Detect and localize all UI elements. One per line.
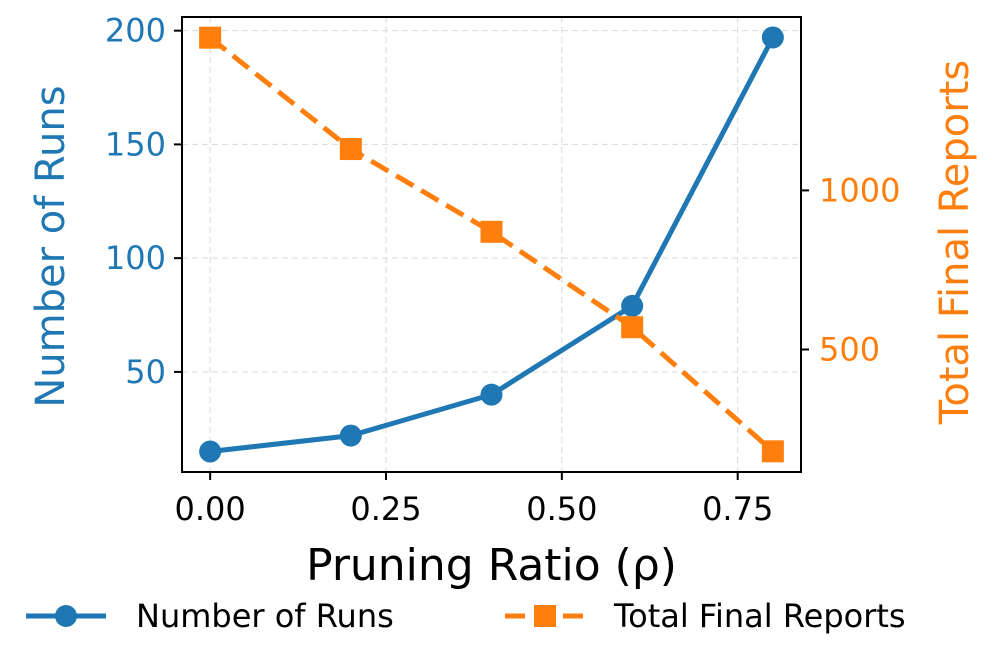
data-point-0-1 [339,424,362,447]
y-left-tick-label: 200 [105,12,166,50]
y-left-tick-label: 150 [105,125,166,163]
data-point-0-4 [761,26,784,49]
x-axis: 0.00 0.25 0.50 0.75 [175,472,773,528]
x-tick-label: 0.00 [175,490,246,528]
legend-label-number-of-runs: Number of Runs [136,597,394,635]
data-point-0-0 [199,440,222,463]
y-axis-left-title: Number of Runs [28,85,74,407]
plot-frame [181,16,802,473]
series-line-1 [208,35,775,454]
y-axis-left: 50 100 150 200 [105,12,182,391]
data-point-0-3 [621,294,644,317]
legend-marker-number-of-runs [55,605,77,627]
y-left-tick-label: 100 [105,239,166,277]
data-point-1-4 [761,440,784,463]
y-axis-right: 500 1000 [801,171,900,369]
data-point-1-3 [621,316,644,339]
legend-marker-total-final-reports [534,605,556,627]
x-tick-label: 0.25 [350,490,421,528]
x-axis-title: Pruning Ratio (ρ) [306,540,677,591]
y-right-tick-label: 1000 [819,171,900,209]
x-tick-label: 0.75 [702,490,773,528]
grid-lines [182,17,801,472]
legend-label-total-final-reports: Total Final Reports [613,597,906,635]
data-point-1-1 [339,138,362,161]
y-left-tick-label: 50 [125,353,166,391]
data-point-1-2 [480,220,503,243]
data-point-0-2 [480,383,503,406]
series-layer [199,26,784,463]
x-tick-label: 0.50 [526,490,597,528]
y-axis-right-title: Total Final Reports [932,60,978,425]
y-right-tick-label: 500 [819,331,880,369]
legend: Number of Runs Total Final Reports [26,597,906,635]
data-point-1-0 [199,26,222,49]
